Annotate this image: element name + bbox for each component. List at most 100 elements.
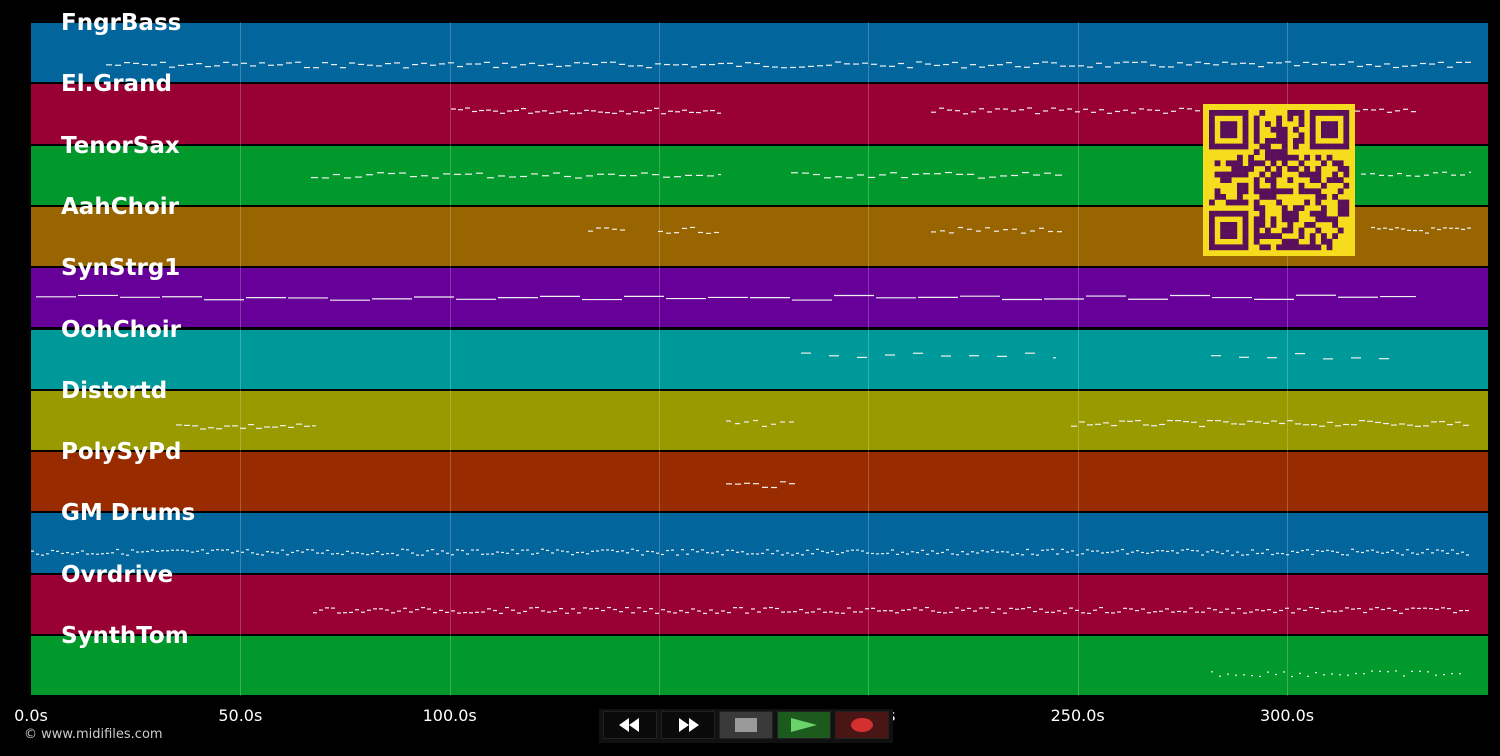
tick-label: 250.0s bbox=[1050, 706, 1105, 725]
qr-module bbox=[1253, 205, 1260, 211]
qr-module bbox=[1276, 138, 1282, 144]
qr-module bbox=[1259, 143, 1266, 150]
qr-module bbox=[1270, 194, 1277, 200]
qr-module bbox=[1343, 171, 1350, 178]
qr-module bbox=[1259, 233, 1266, 239]
track-lane: Distortd bbox=[31, 378, 1488, 451]
qr-module bbox=[1293, 210, 1299, 217]
qr-module bbox=[1220, 227, 1226, 234]
qr-module bbox=[1276, 244, 1282, 251]
qr-module bbox=[1253, 227, 1260, 234]
qr-module bbox=[1287, 166, 1294, 172]
qr-module bbox=[1309, 121, 1316, 127]
track-lane: PolySyPd bbox=[31, 439, 1488, 512]
qr-module bbox=[1209, 227, 1215, 234]
qr-module bbox=[1253, 216, 1260, 223]
qr-module bbox=[1242, 199, 1249, 206]
qr-module bbox=[1259, 110, 1266, 116]
qr-module bbox=[1253, 132, 1260, 139]
fast-forward-button[interactable] bbox=[661, 711, 715, 739]
qr-module bbox=[1321, 160, 1327, 167]
qr-module bbox=[1337, 210, 1344, 217]
qr-module bbox=[1225, 177, 1232, 183]
track-label: Ovrdrive bbox=[61, 561, 174, 588]
qr-module bbox=[1225, 227, 1232, 234]
qr-module bbox=[1237, 188, 1243, 195]
rewind-button[interactable] bbox=[603, 711, 657, 739]
tick-label: 300.0s bbox=[1259, 706, 1315, 725]
qr-module bbox=[1309, 110, 1316, 116]
qr-module bbox=[1287, 154, 1294, 161]
qr-module bbox=[1253, 238, 1260, 245]
qr-module bbox=[1270, 171, 1277, 178]
qr-module bbox=[1242, 143, 1249, 150]
qr-module bbox=[1253, 126, 1260, 133]
qr-module bbox=[1343, 110, 1350, 116]
rewind-icon bbox=[619, 718, 639, 732]
play-button[interactable] bbox=[777, 711, 831, 739]
qr-module bbox=[1225, 121, 1232, 127]
track-lane: Ovrdrive bbox=[31, 562, 1488, 634]
qr-module bbox=[1298, 171, 1305, 178]
qr-module bbox=[1315, 227, 1322, 234]
track-label: TenorSax bbox=[61, 132, 180, 159]
qr-module bbox=[1265, 177, 1271, 183]
qr-module bbox=[1304, 222, 1310, 228]
qr-module bbox=[1270, 233, 1277, 239]
qr-module bbox=[1293, 110, 1299, 116]
qr-module bbox=[1265, 194, 1271, 200]
qr-module bbox=[1315, 199, 1322, 206]
qr-module bbox=[1231, 166, 1238, 172]
qr-module bbox=[1326, 110, 1333, 116]
qr-module bbox=[1231, 199, 1238, 206]
qr-module bbox=[1231, 210, 1238, 217]
qr-module bbox=[1209, 244, 1215, 251]
qr-module bbox=[1298, 233, 1305, 239]
record-button[interactable] bbox=[835, 711, 889, 739]
qr-module bbox=[1309, 143, 1316, 150]
qr-module bbox=[1321, 182, 1327, 189]
transport-controls bbox=[599, 709, 893, 743]
qr-module bbox=[1231, 110, 1238, 116]
qr-module bbox=[1321, 132, 1327, 139]
qr-module bbox=[1326, 121, 1333, 127]
qr-module bbox=[1298, 121, 1305, 127]
qr-module bbox=[1309, 126, 1316, 133]
qr-module bbox=[1209, 143, 1215, 150]
qr-module bbox=[1304, 244, 1310, 251]
qr-module bbox=[1343, 199, 1350, 206]
qr-module bbox=[1337, 199, 1344, 206]
qr-module bbox=[1242, 166, 1249, 172]
qr-module bbox=[1225, 233, 1232, 239]
qr-module bbox=[1343, 143, 1350, 150]
qr-module bbox=[1315, 154, 1322, 161]
qr-module bbox=[1332, 143, 1338, 150]
track-label: SynStrg1 bbox=[61, 255, 181, 282]
qr-module bbox=[1321, 194, 1327, 200]
qr-module bbox=[1293, 244, 1299, 251]
stop-button[interactable] bbox=[719, 711, 773, 739]
qr-module bbox=[1315, 188, 1322, 195]
qr-module bbox=[1231, 222, 1238, 228]
qr-module bbox=[1270, 160, 1277, 167]
qr-module bbox=[1276, 154, 1282, 161]
qr-module bbox=[1214, 160, 1221, 167]
tick-label: 0.0s bbox=[14, 706, 48, 725]
qr-module bbox=[1237, 210, 1243, 217]
qr-module bbox=[1326, 244, 1333, 251]
qr-module bbox=[1209, 233, 1215, 239]
qr-code-icon[interactable] bbox=[1203, 104, 1355, 256]
qr-module bbox=[1332, 194, 1338, 200]
qr-module bbox=[1237, 160, 1243, 167]
qr-module bbox=[1309, 132, 1316, 139]
qr-module bbox=[1326, 177, 1333, 183]
qr-module bbox=[1326, 238, 1333, 245]
qr-module bbox=[1214, 143, 1221, 150]
qr-module bbox=[1309, 188, 1316, 195]
qr-module bbox=[1281, 205, 1288, 211]
qr-module bbox=[1287, 115, 1294, 122]
qr-module bbox=[1315, 244, 1322, 251]
qr-module bbox=[1253, 160, 1260, 167]
qr-module bbox=[1259, 210, 1266, 217]
qr-module bbox=[1253, 199, 1260, 206]
